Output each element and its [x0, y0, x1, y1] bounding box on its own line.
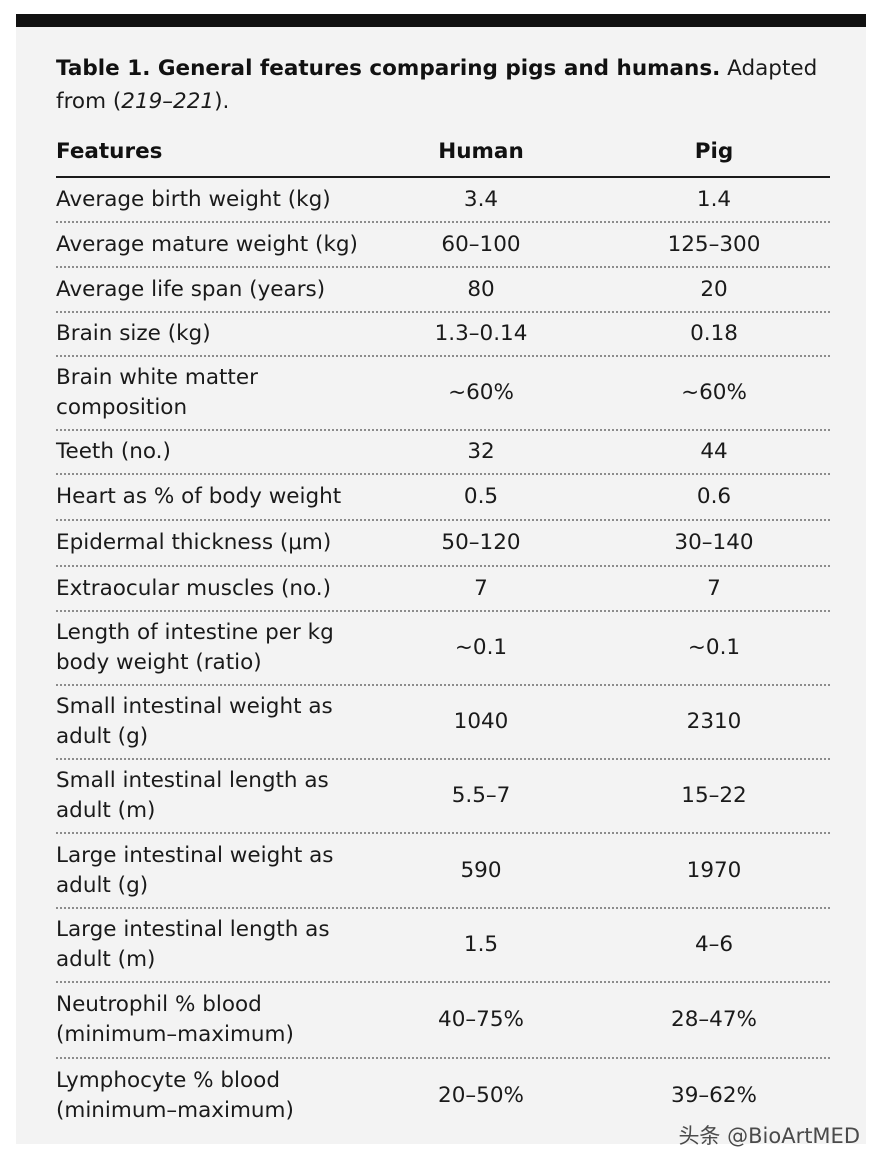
pig-cell: 44 — [700, 439, 728, 464]
pig-cell: 2310 — [686, 709, 742, 734]
pig-cell: 20 — [700, 276, 728, 302]
pig-cell: 39–62% — [671, 1083, 757, 1108]
table-row: Brain size (kg) 1.3–0.14 0.18 — [56, 313, 830, 357]
human-cell: 7 — [474, 575, 488, 601]
pig-cell: 125–300 — [667, 231, 761, 257]
table-row: Small intestinal weight as adult (g) 104… — [56, 686, 830, 760]
feature-cell: Lymphocyte % blood (minimum–maximum) — [56, 1068, 294, 1123]
pig-cell: 28–47% — [671, 1007, 757, 1032]
feature-cell: Small intestinal weight as adult (g) — [56, 694, 333, 749]
pig-cell: 1970 — [686, 857, 742, 883]
feature-cell: Length of intestine per kg body weight (… — [56, 620, 334, 675]
table-row: Brain white matter composition ~60% ~60% — [56, 357, 830, 431]
human-cell: ~60% — [448, 380, 514, 405]
table-row: Heart as % of body weight 0.5 0.6 — [56, 475, 830, 521]
human-cell: 3.4 — [463, 186, 499, 212]
human-cell: 60–100 — [441, 231, 521, 257]
table-row: Average mature weight (kg) 60–100 125–30… — [56, 223, 830, 268]
caption-title: Table 1. General features comparing pigs… — [56, 56, 721, 81]
pig-cell: ~0.1 — [687, 635, 741, 660]
feature-cell: Average life span (years) — [56, 276, 326, 302]
human-cell: 32 — [467, 439, 495, 464]
table-row: Neutrophil % blood (minimum–maximum) 40–… — [56, 983, 830, 1059]
pig-cell: 0.6 — [696, 484, 732, 509]
human-cell: 1.3–0.14 — [434, 321, 528, 346]
caption-reference: 219–221 — [121, 89, 215, 114]
table-header: Features Human Pig — [56, 126, 830, 178]
table-row: Average life span (years) 80 20 — [56, 268, 830, 313]
table-row: Epidermal thickness (μm) 50–120 30–140 — [56, 521, 830, 567]
human-cell: 40–75% — [438, 1007, 524, 1032]
human-cell: 5.5–7 — [451, 783, 511, 808]
table-row: Lymphocyte % blood (minimum–maximum) 20–… — [56, 1059, 830, 1133]
feature-cell: Heart as % of body weight — [56, 484, 342, 509]
feature-cell: Brain size (kg) — [56, 321, 211, 346]
feature-cell: Teeth (no.) — [56, 439, 171, 464]
header-human: Human — [438, 139, 524, 164]
pig-cell: ~60% — [681, 380, 747, 405]
pig-cell: 1.4 — [696, 186, 732, 212]
human-cell: 1.5 — [463, 932, 499, 957]
table-row: Extraocular muscles (no.) 7 7 — [56, 567, 830, 612]
pig-cell: 30–140 — [674, 530, 754, 555]
pig-cell: 7 — [707, 575, 721, 601]
human-cell: 50–120 — [441, 530, 521, 555]
table-row: Length of intestine per kg body weight (… — [56, 612, 830, 686]
table-row: Teeth (no.) 32 44 — [56, 431, 830, 475]
table-caption: Table 1. General features comparing pigs… — [56, 52, 846, 118]
table-row: Large intestinal length as adult (m) 1.5… — [56, 909, 830, 983]
human-cell: 590 — [460, 857, 502, 883]
table-row: Large intestinal weight as adult (g) 590… — [56, 834, 830, 909]
pig-cell: 15–22 — [681, 783, 747, 808]
header-pig: Pig — [694, 139, 734, 164]
header-features: Features — [56, 139, 163, 164]
feature-cell: Average mature weight (kg) — [56, 231, 358, 257]
pig-cell: 0.18 — [690, 321, 738, 346]
feature-cell: Epidermal thickness (μm) — [56, 530, 332, 555]
feature-cell: Large intestinal length as adult (m) — [56, 917, 330, 972]
table-row: Average birth weight (kg) 3.4 1.4 — [56, 178, 830, 223]
human-cell: ~0.1 — [454, 635, 508, 660]
pig-cell: 4–6 — [694, 932, 734, 957]
watermark: 头条 @BioArtMED — [678, 1124, 860, 1148]
feature-cell: Average birth weight (kg) — [56, 186, 331, 212]
feature-cell: Large intestinal weight as adult (g) — [56, 842, 334, 898]
caption-text: Adapted from ( — [56, 56, 818, 114]
human-cell: 0.5 — [463, 484, 499, 509]
table-panel: Table 1. General features comparing pigs… — [16, 14, 866, 1144]
feature-cell: Brain white matter composition — [56, 365, 258, 420]
top-rule — [16, 14, 866, 27]
feature-cell: Extraocular muscles (no.) — [56, 575, 332, 601]
human-cell: 20–50% — [438, 1083, 524, 1108]
feature-cell: Neutrophil % blood (minimum–maximum) — [56, 992, 294, 1047]
human-cell: 1040 — [453, 709, 509, 734]
feature-cell: Small intestinal length as adult (m) — [56, 768, 329, 823]
caption-text-end: ). — [214, 89, 230, 114]
human-cell: 80 — [467, 276, 495, 302]
table-row: Small intestinal length as adult (m) 5.5… — [56, 760, 830, 834]
